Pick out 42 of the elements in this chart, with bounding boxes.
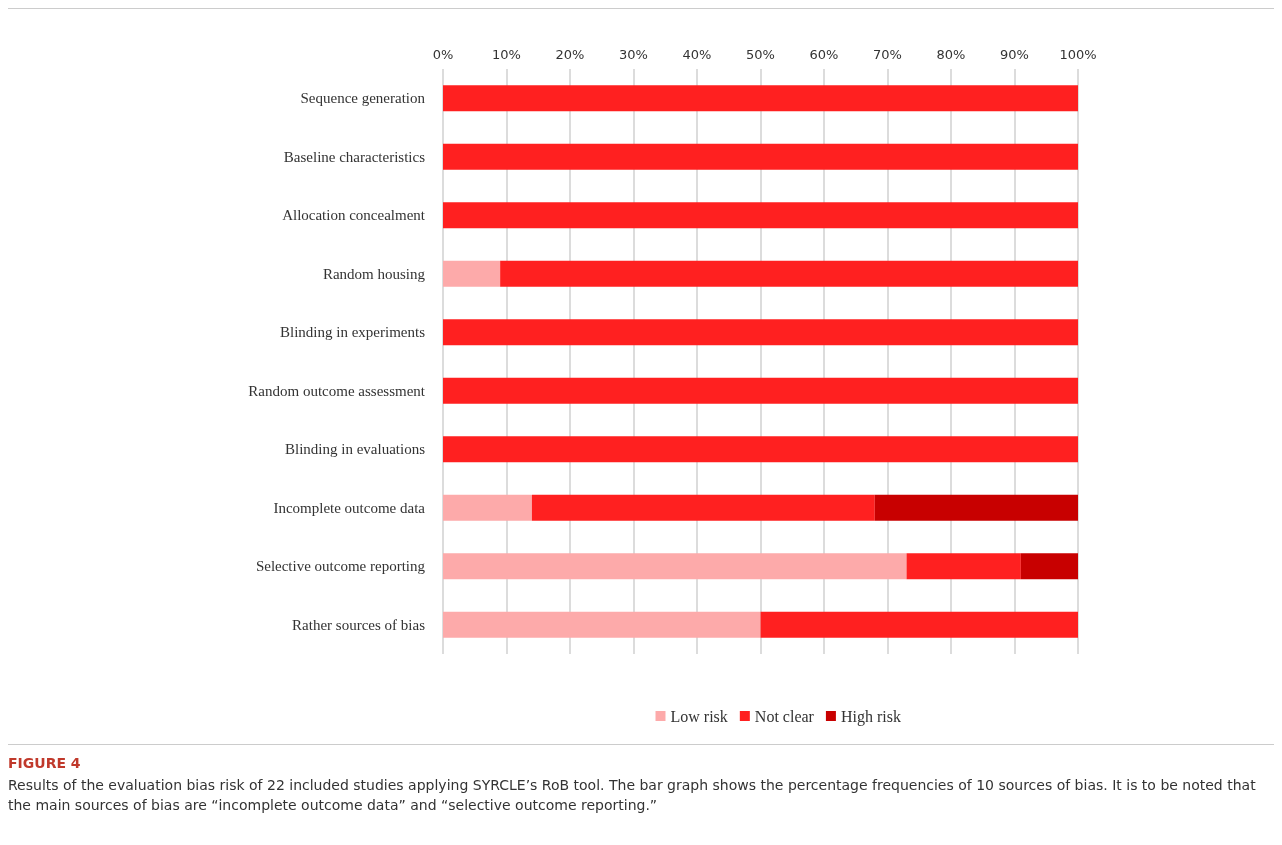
bar (906, 553, 1021, 580)
y-tick-label: Random housing (322, 265, 426, 282)
legend-label: Not clear (754, 707, 815, 725)
y-tick-label: Blinding in experiments (280, 324, 426, 341)
bar (443, 436, 1078, 463)
x-tick-label: 10% (492, 47, 521, 62)
bar (443, 85, 1078, 112)
x-tick-label: 70% (873, 47, 902, 62)
bar (443, 553, 907, 580)
bar (443, 143, 1078, 170)
x-tick-label: 100% (1059, 47, 1097, 62)
x-tick-label: 20% (555, 47, 585, 62)
x-tick-label: 50% (746, 47, 775, 62)
bar (874, 494, 1078, 521)
x-tick-label: 80% (936, 47, 966, 62)
x-tick-label: 30% (619, 47, 648, 62)
legend-label: High risk (840, 707, 901, 726)
x-tick-label: 90% (1000, 47, 1029, 62)
bar (1020, 553, 1078, 580)
x-tick-label: 0% (432, 47, 454, 62)
bar (760, 611, 1078, 638)
bar (443, 611, 761, 638)
text: Results of the evaluation bias risk of 22 included studies applying SYRCLE’s RoB tool. The bar graph shows the percentage frequencies of 10 sources of bias. It is to be noted that the main sources of bias are “incomplete outcome data” and “selective outcome reporting.” (8, 776, 1257, 815)
bar (443, 319, 1078, 346)
legend-label: Low risk (670, 707, 728, 725)
caption: FIGURE 4 (8, 755, 82, 771)
bar (443, 377, 1078, 404)
y-tick-label: Sequence generation (300, 90, 426, 107)
bar (531, 494, 875, 521)
y-tick-label: Rather sources of bias (292, 616, 426, 633)
x-tick-label: 60% (809, 47, 839, 62)
bar (443, 202, 1078, 229)
bar (500, 260, 1078, 287)
bar (443, 260, 501, 287)
y-tick-label: Incomplete outcome data (273, 499, 426, 516)
y-tick-label: Random outcome assessment (248, 382, 426, 399)
bar (443, 494, 532, 521)
y-tick-label: Selective outcome reporting (255, 558, 426, 575)
x-tick-label: 40% (682, 47, 712, 62)
y-tick-label: Baseline characteristics (283, 148, 426, 165)
y-tick-label: Blinding in evaluations (285, 441, 426, 458)
y-tick-label: Allocation concealment (282, 207, 426, 224)
